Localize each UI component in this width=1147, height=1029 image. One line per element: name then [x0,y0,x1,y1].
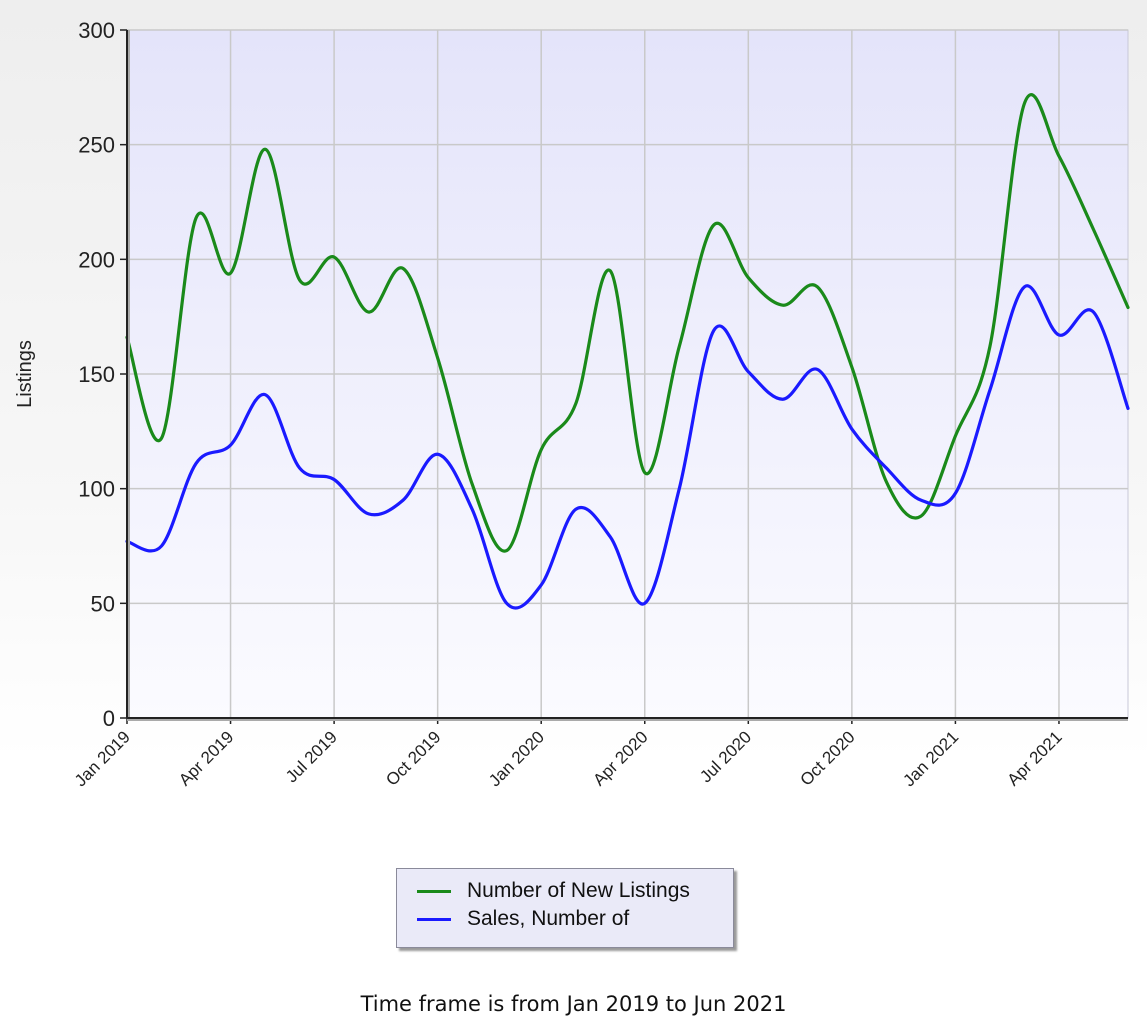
x-tick-label: Jan 2019 [71,727,134,790]
series-line-new-listings [125,93,1130,553]
x-tick-label: Apr 2019 [175,727,237,789]
x-tick-label: Oct 2019 [382,727,444,789]
x-tick-label: Jan 2020 [485,727,548,790]
y-tick-label: 100 [78,477,115,502]
y-tick-label: 300 [78,18,115,43]
chart-legend: Number of New Listings Sales, Number of [396,868,734,948]
x-tick-label: Oct 2020 [796,727,858,789]
series-line-sales [125,284,1130,610]
x-tick-label: Jul 2019 [282,727,341,786]
legend-label: Number of New Listings [467,879,690,902]
x-tick-label: Apr 2020 [589,727,651,789]
x-tick-label: Apr 2021 [1004,727,1066,789]
y-tick-label: 50 [91,591,115,616]
line-chart: 0 50 100 150 200 250 300 Jan 2019 Apr 2019 Jul 20… [14,18,1130,790]
y-tick-label: 150 [78,362,115,387]
y-axis-title: Listings [14,340,36,408]
legend-label: Sales, Number of [467,907,630,930]
legend-swatch-sales [417,917,451,921]
x-tick-label: Jul 2020 [696,727,755,786]
legend-item-new-listings: Number of New Listings [417,878,690,904]
y-tick-label: 0 [103,706,115,731]
legend-item-sales: Sales, Number of [417,906,629,932]
y-tick-label: 250 [78,133,115,158]
time-frame-caption: Time frame is from Jan 2019 to Jun 2021 [360,992,787,1016]
legend-swatch-new-listings [417,889,451,893]
y-tick-label: 200 [78,247,115,272]
x-tick-label: Jan 2021 [899,727,962,790]
